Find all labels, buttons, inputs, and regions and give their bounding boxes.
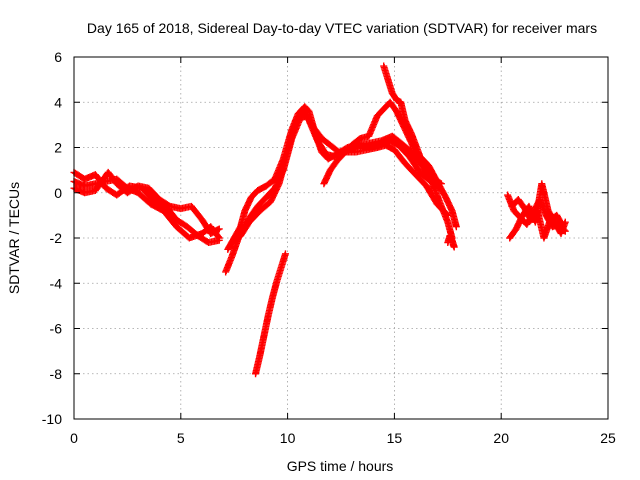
data-point [449, 241, 457, 249]
chart-title: Day 165 of 2018, Sidereal Day-to-day VTE… [87, 20, 597, 36]
plot-frame [73, 56, 609, 420]
y-tick-labels: -10 -8 -6 -4 -2 0 2 4 6 [42, 49, 62, 427]
x-tick-label: 0 [70, 430, 78, 446]
series-track-c [70, 175, 223, 242]
data-point [214, 233, 222, 241]
data-point [215, 234, 223, 242]
y-tick-label: 0 [54, 185, 62, 201]
data-point [281, 250, 289, 258]
series-track-h [380, 62, 460, 231]
x-tick-labels: 0 5 10 15 20 25 [70, 430, 616, 446]
y-tick-label: 4 [54, 94, 62, 110]
y-tick-label: -8 [50, 366, 63, 382]
y-tick-label: -6 [50, 321, 63, 337]
y-tick-label: 6 [54, 49, 62, 65]
x-axis-label: GPS time / hours [287, 458, 394, 474]
y-axis-label: SDTVAR / TECUs [6, 182, 22, 294]
gridlines [74, 57, 608, 419]
y-tick-label: -10 [42, 411, 62, 427]
data-point [215, 225, 223, 233]
x-tick-label: 25 [600, 430, 616, 446]
y-tick-label: 2 [54, 140, 62, 156]
data-points [70, 62, 569, 378]
x-tick-label: 20 [493, 430, 509, 446]
series-track-m [508, 196, 567, 242]
data-point [452, 223, 460, 231]
x-tick-label: 5 [177, 430, 185, 446]
series-track-i [444, 232, 458, 251]
y-tick-label: -4 [50, 275, 63, 291]
x-tick-label: 10 [280, 430, 296, 446]
series-track-j [252, 250, 289, 378]
data-point [559, 223, 567, 231]
x-tick-label: 15 [387, 430, 403, 446]
data-point [558, 221, 566, 229]
y-tick-label: -2 [50, 230, 63, 246]
